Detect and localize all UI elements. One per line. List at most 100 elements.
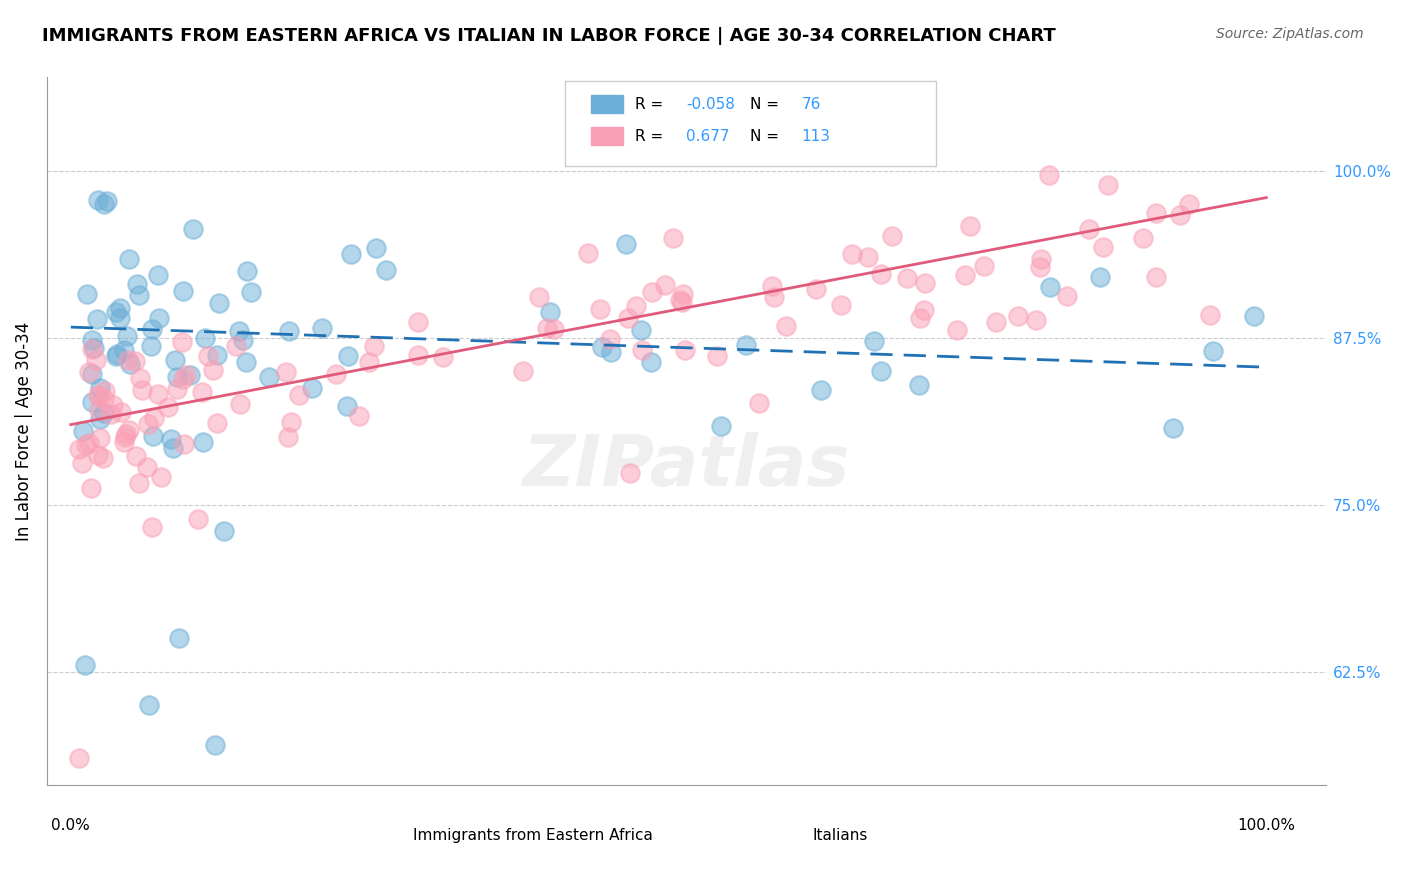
Point	[762, 290, 785, 304]
Point	[112, 343, 135, 357]
Point	[89, 431, 111, 445]
Point	[156, 401, 179, 415]
Point	[589, 302, 612, 317]
Point	[1202, 343, 1225, 358]
Point	[624, 299, 647, 313]
Point	[228, 324, 250, 338]
Text: IMMIGRANTS FROM EASTERN AFRICA VS ITALIAN IN LABOR FORCE | AGE 30-34 CORRELATION: IMMIGRANTS FROM EASTERN AFRICA VS ITALIA…	[42, 27, 1056, 45]
Point	[640, 285, 662, 299]
Point	[128, 288, 150, 302]
Point	[311, 321, 333, 335]
Point	[235, 355, 257, 369]
Point	[775, 319, 797, 334]
Point	[1144, 206, 1167, 220]
Point	[673, 343, 696, 357]
Text: Immigrants from Eastern Africa: Immigrants from Eastern Africa	[413, 828, 652, 843]
Point	[115, 427, 138, 442]
Point	[105, 347, 128, 361]
Point	[120, 357, 142, 371]
Point	[671, 294, 693, 309]
FancyBboxPatch shape	[565, 81, 936, 166]
Point	[142, 429, 165, 443]
Point	[110, 311, 132, 326]
Point	[179, 368, 201, 383]
Point	[1243, 309, 1265, 323]
Point	[1163, 421, 1185, 435]
Point	[1039, 279, 1062, 293]
Point	[191, 385, 214, 400]
Point	[125, 450, 148, 464]
Point	[148, 311, 170, 326]
Point	[841, 246, 863, 260]
Point	[662, 231, 685, 245]
Point	[668, 293, 690, 307]
Point	[880, 229, 903, 244]
Point	[232, 334, 254, 348]
Point	[112, 435, 135, 450]
Point	[856, 251, 879, 265]
Point	[86, 353, 108, 368]
Point	[87, 389, 110, 403]
Circle shape	[364, 808, 395, 825]
Text: Source: ZipAtlas.com: Source: ZipAtlas.com	[1216, 27, 1364, 41]
Point	[87, 194, 110, 208]
Point	[96, 194, 118, 208]
Point	[600, 344, 623, 359]
Point	[1056, 288, 1078, 302]
Text: Italians: Italians	[813, 828, 868, 843]
Point	[959, 219, 981, 234]
Point	[93, 451, 115, 466]
Point	[325, 368, 347, 382]
Point	[208, 296, 231, 310]
Circle shape	[671, 808, 702, 825]
Point	[735, 338, 758, 352]
Point	[527, 290, 550, 304]
Text: N =: N =	[751, 128, 785, 144]
Point	[280, 415, 302, 429]
Point	[672, 287, 695, 301]
Point	[336, 399, 359, 413]
Point	[536, 320, 558, 334]
Text: ZIPatlas: ZIPatlas	[523, 432, 851, 501]
Text: 76: 76	[801, 97, 821, 112]
Point	[117, 352, 139, 367]
Point	[127, 277, 149, 292]
Point	[163, 353, 186, 368]
Text: 0.0%: 0.0%	[52, 819, 90, 833]
Point	[166, 382, 188, 396]
Text: R =: R =	[636, 97, 668, 112]
Point	[432, 351, 454, 365]
Point	[89, 403, 111, 417]
Point	[236, 264, 259, 278]
Point	[1025, 313, 1047, 327]
Point	[204, 738, 226, 752]
Point	[357, 355, 380, 369]
Point	[640, 355, 662, 369]
Point	[1029, 260, 1052, 274]
Point	[591, 340, 613, 354]
Point	[1091, 240, 1114, 254]
Point	[101, 398, 124, 412]
Point	[1007, 310, 1029, 324]
Point	[363, 339, 385, 353]
Y-axis label: In Labor Force | Age 30-34: In Labor Force | Age 30-34	[15, 322, 32, 541]
Point	[162, 442, 184, 456]
Point	[93, 392, 115, 407]
Point	[619, 466, 641, 480]
Point	[93, 197, 115, 211]
Point	[340, 247, 363, 261]
Text: 100.0%: 100.0%	[1237, 819, 1295, 833]
Point	[240, 285, 263, 299]
Point	[1088, 270, 1111, 285]
Point	[79, 436, 101, 450]
Point	[159, 432, 181, 446]
Point	[194, 331, 217, 345]
Point	[80, 481, 103, 495]
Point	[614, 236, 637, 251]
Point	[1168, 208, 1191, 222]
Point	[869, 267, 891, 281]
Bar	[591, 95, 623, 112]
Point	[118, 252, 141, 267]
Point	[364, 241, 387, 255]
Point	[576, 246, 599, 260]
